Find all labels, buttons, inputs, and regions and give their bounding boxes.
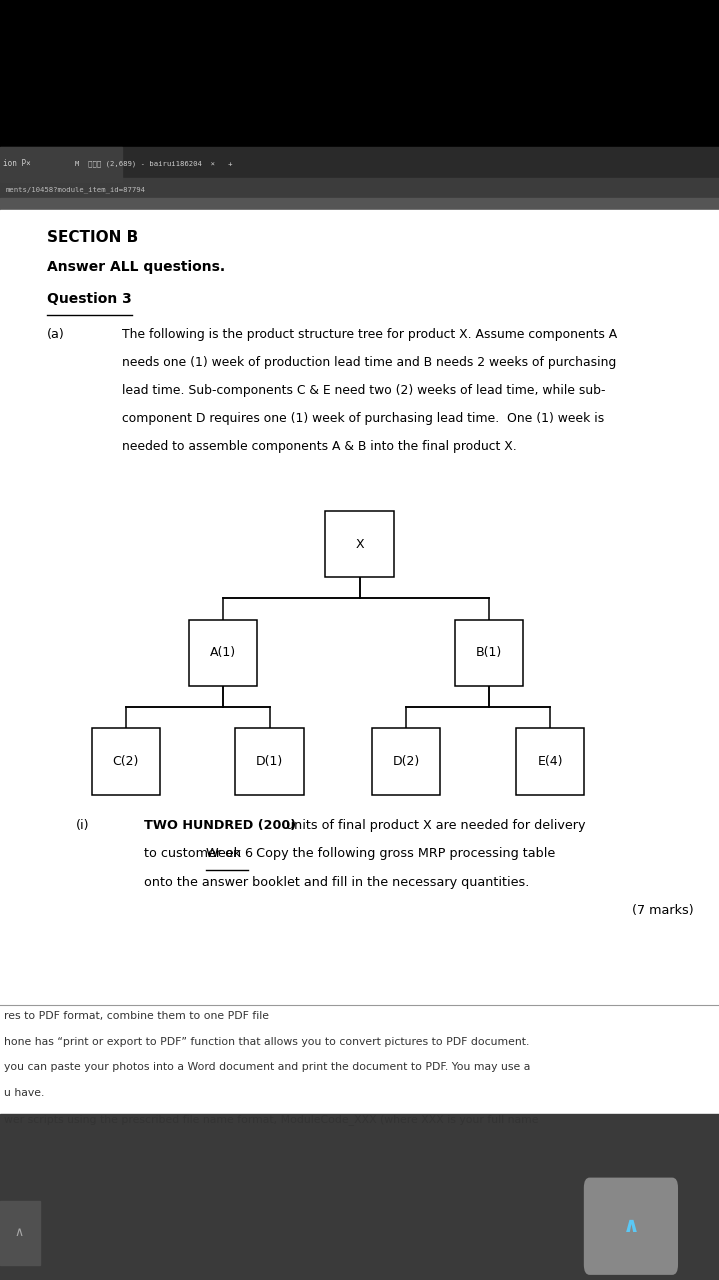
Text: ion P×: ion P×	[3, 159, 31, 169]
Text: ∧: ∧	[623, 1216, 640, 1236]
Text: ments/10458?module_item_id=87794: ments/10458?module_item_id=87794	[6, 186, 146, 193]
Text: D(1): D(1)	[256, 755, 283, 768]
Text: you can paste your photos into a Word document and print the document to PDF. Yo: you can paste your photos into a Word do…	[4, 1062, 530, 1073]
Bar	[0, 0, 719, 147]
Bar	[0, 147, 122, 182]
Text: Answer ALL questions.: Answer ALL questions.	[47, 260, 225, 274]
Text: hone has “print or export to PDF” function that allows you to convert pictures t: hone has “print or export to PDF” functi…	[4, 1037, 529, 1047]
Bar	[188, 620, 257, 686]
Text: wer scripts using the prescribed file name format, ModuleCode_XXX (where XXX is : wer scripts using the prescribed file na…	[4, 1114, 538, 1125]
Text: lead time. Sub-components C & E need two (2) weeks of lead time, while sub-: lead time. Sub-components C & E need two…	[122, 384, 605, 397]
Bar	[0, 1201, 40, 1265]
Text: TWO HUNDRED (200): TWO HUNDRED (200)	[144, 819, 296, 832]
Bar	[372, 728, 440, 795]
Text: SECTION B: SECTION B	[47, 230, 138, 246]
Text: (i): (i)	[75, 819, 89, 832]
Bar	[0, 178, 719, 201]
Text: The following is the product structure tree for product X. Assume components A: The following is the product structure t…	[122, 328, 618, 340]
Text: component D requires one (1) week of purchasing lead time.  One (1) week is: component D requires one (1) week of pur…	[122, 412, 605, 425]
Text: (a): (a)	[47, 328, 65, 340]
Text: A(1): A(1)	[210, 646, 236, 659]
Text: (7 marks): (7 marks)	[632, 904, 694, 916]
Text: ∧: ∧	[15, 1226, 24, 1239]
Text: M  收件筱 (2,689) - bairui186204  ×   +: M 收件筱 (2,689) - bairui186204 × +	[75, 160, 233, 168]
Text: X: X	[355, 538, 364, 550]
Text: Week 6: Week 6	[206, 847, 253, 860]
Text: units of final product X are needed for delivery: units of final product X are needed for …	[282, 819, 585, 832]
Text: Question 3: Question 3	[47, 292, 132, 306]
Bar	[0, 147, 719, 182]
Bar	[235, 728, 303, 795]
Text: E(4): E(4)	[537, 755, 563, 768]
Bar	[92, 728, 160, 795]
Bar	[325, 511, 394, 577]
Bar	[0, 1005, 719, 1114]
Text: onto the answer booklet and fill in the necessary quantities.: onto the answer booklet and fill in the …	[144, 876, 529, 888]
Bar	[0, 1114, 719, 1280]
Text: res to PDF format, combine them to one PDF file: res to PDF format, combine them to one P…	[4, 1011, 269, 1021]
Bar	[455, 620, 523, 686]
Text: to customer on: to customer on	[144, 847, 245, 860]
Bar	[0, 210, 719, 1114]
Text: needed to assemble components A & B into the final product X.: needed to assemble components A & B into…	[122, 440, 517, 453]
Text: D(2): D(2)	[393, 755, 420, 768]
Text: u have.: u have.	[4, 1088, 44, 1098]
Text: B(1): B(1)	[476, 646, 502, 659]
Text: . Copy the following gross MRP processing table: . Copy the following gross MRP processin…	[248, 847, 555, 860]
FancyBboxPatch shape	[584, 1178, 678, 1275]
Text: needs one (1) week of production lead time and B needs 2 weeks of purchasing: needs one (1) week of production lead ti…	[122, 356, 616, 369]
Text: C(2): C(2)	[113, 755, 139, 768]
Bar	[516, 728, 584, 795]
Bar	[0, 198, 719, 211]
